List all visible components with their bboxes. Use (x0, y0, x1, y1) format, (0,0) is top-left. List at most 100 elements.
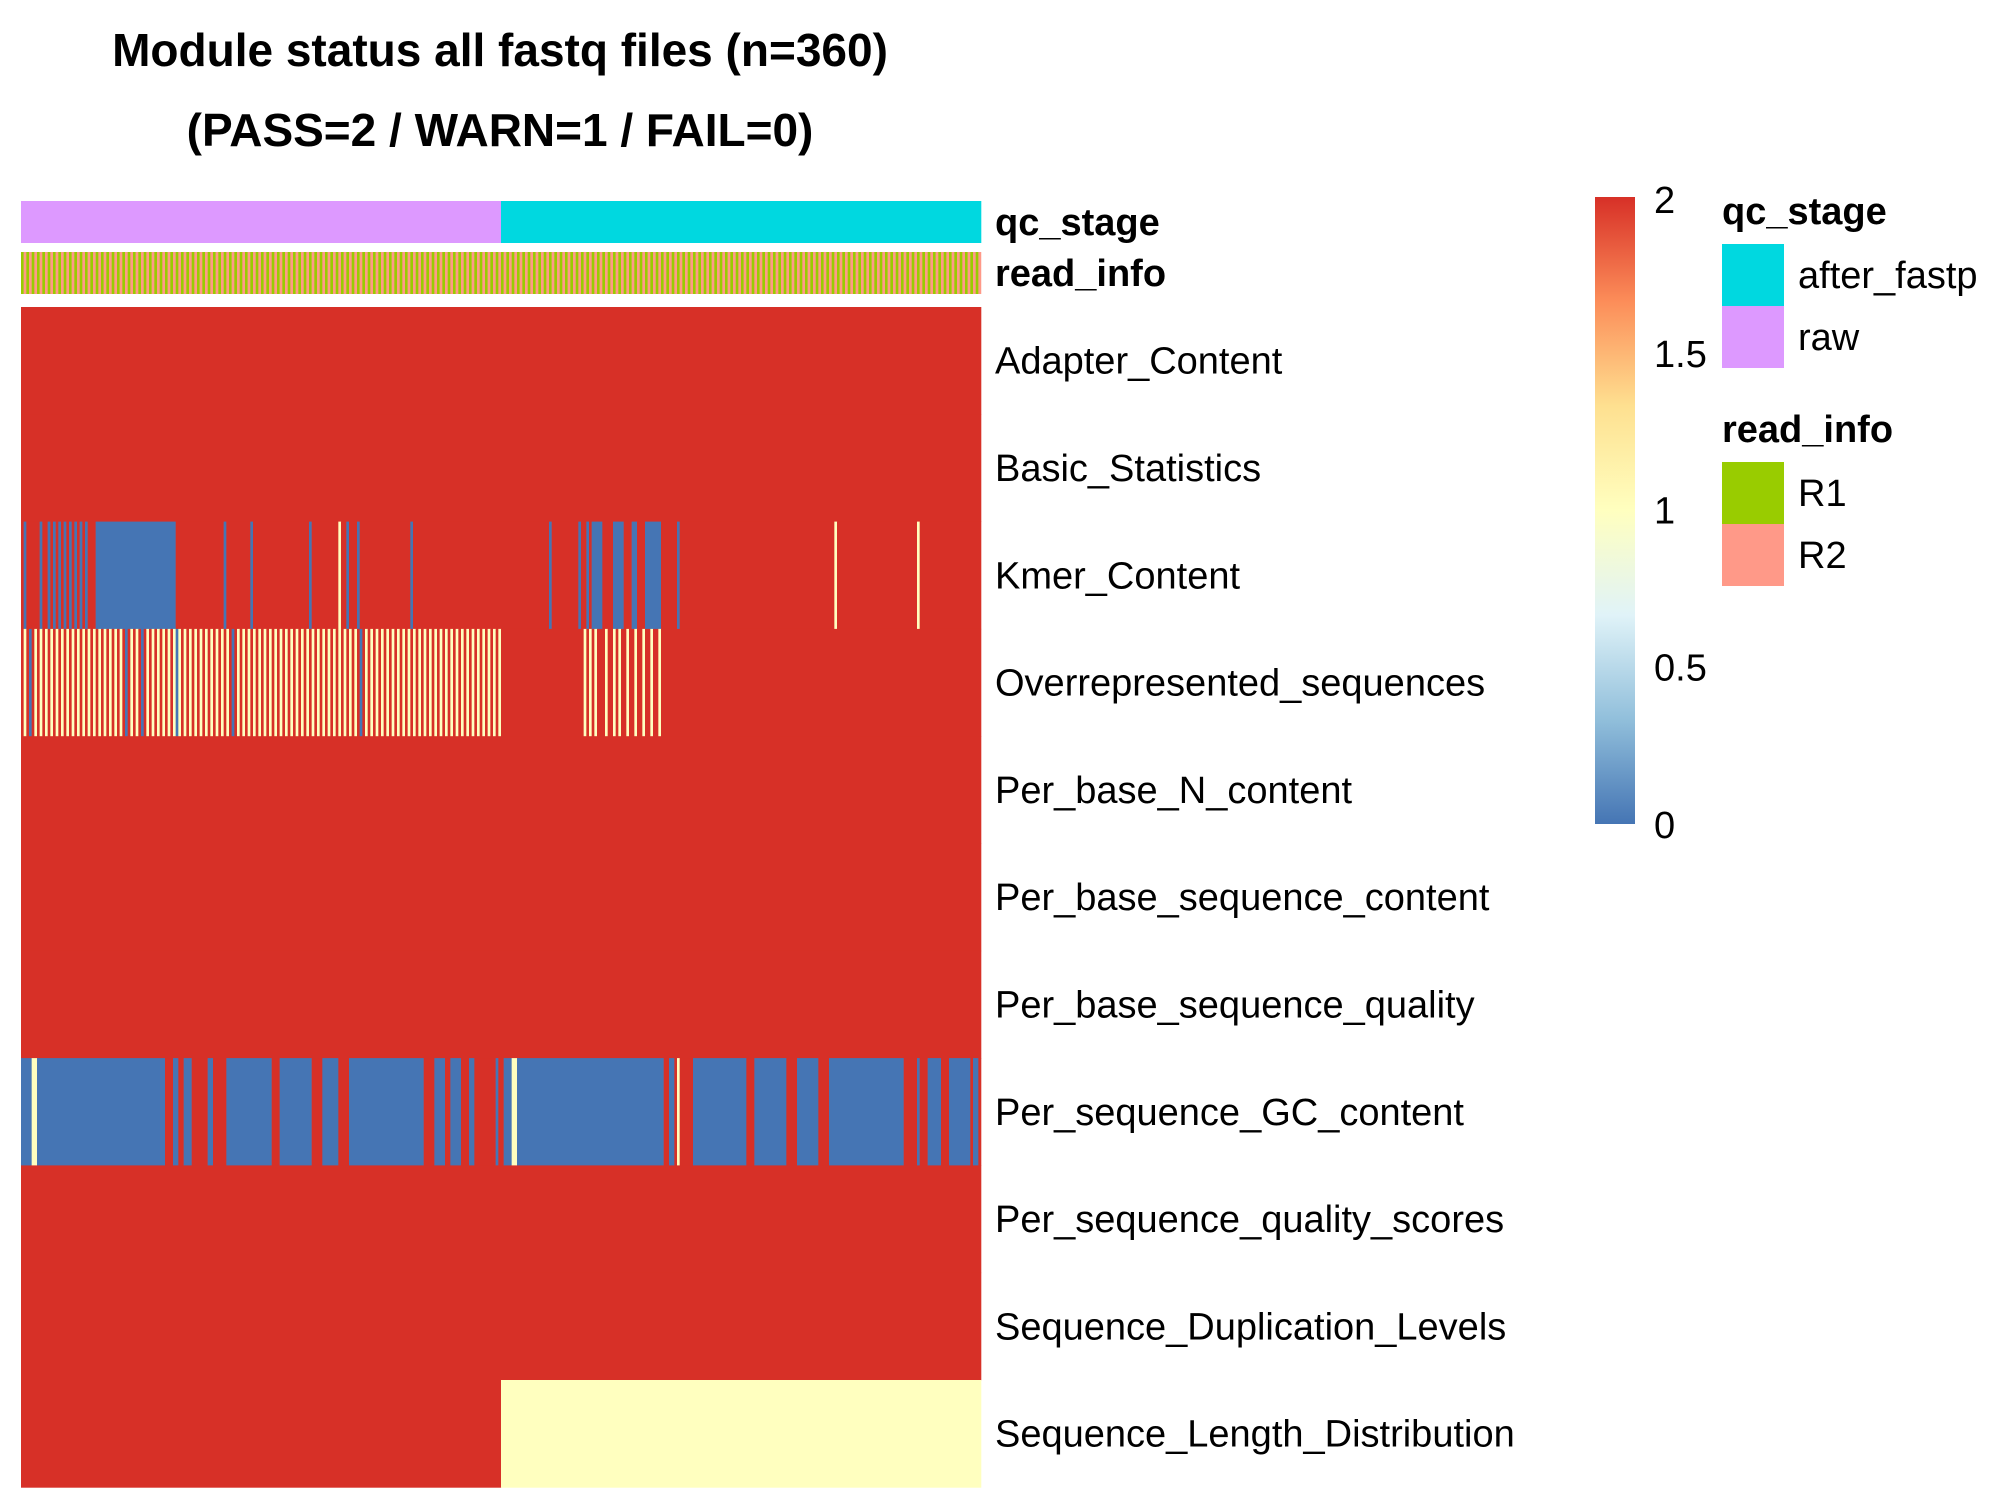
annotation-cell (173, 252, 176, 294)
annotation-cell (253, 252, 256, 294)
heatmap-cell (677, 521, 680, 630)
heatmap-cell (629, 628, 635, 737)
annotation-cell (746, 252, 750, 294)
annotation-cell (877, 252, 880, 294)
annotation-cell (247, 252, 251, 294)
annotation-cell (309, 252, 312, 294)
heatmap-cell (55, 521, 59, 630)
legend-swatch-R2 (1722, 524, 1784, 586)
heatmap-cell (183, 1058, 192, 1166)
annotation-cell (599, 252, 603, 294)
annotation-cell (306, 252, 310, 294)
annotation-cell (882, 252, 886, 294)
heatmap-cell (53, 521, 56, 630)
heatmap-cell (658, 628, 662, 737)
annotation-cell (381, 252, 384, 294)
heatmap-cell (245, 628, 248, 737)
heatmap-cell (253, 521, 310, 630)
heatmap-cell (21, 414, 982, 522)
heatmap-cell (341, 628, 344, 737)
annotation-cell (343, 252, 347, 294)
annotation-cell (970, 252, 974, 294)
annotation-cell (519, 252, 523, 294)
annotation-cell (770, 252, 774, 294)
annotation-cell (789, 252, 792, 294)
heatmap-cell (834, 521, 838, 630)
heatmap-cell (354, 628, 358, 737)
annotation-cell (229, 252, 232, 294)
annotation-cell (85, 252, 88, 294)
heatmap-cell (149, 628, 152, 737)
annotation-cell (106, 252, 110, 294)
heatmap-cell (165, 1058, 174, 1166)
annotation-cell (386, 252, 390, 294)
heatmap-cell (602, 521, 614, 630)
annotation-cell (722, 252, 726, 294)
annotation-cell (917, 252, 920, 294)
annotation-cell (719, 252, 723, 294)
heatmap-cell (279, 1058, 312, 1166)
heatmap-cell (197, 628, 200, 737)
annotation-cell (423, 252, 427, 294)
row-label-Overrepresented_sequences: Overrepresented_sequences (995, 663, 1485, 705)
annotation-cell (31, 252, 35, 294)
heatmap-cell (82, 521, 86, 630)
annotation-cell (871, 252, 875, 294)
heatmap-row-Per_base_sequence_content (21, 843, 982, 952)
heatmap-row-Per_sequence_GC_content (21, 1058, 982, 1166)
row-labels: qc_stage read_info Adapter_Content Basic_St… (995, 202, 1515, 1456)
heatmap-cell (549, 521, 552, 630)
annotation-cell (501, 252, 504, 294)
annotation-cell (210, 252, 214, 294)
annotation-cell (293, 252, 296, 294)
heatmap-cell (330, 628, 334, 737)
annotation-cell (37, 252, 40, 294)
annotation-cell (367, 252, 371, 294)
annotation-cell (658, 252, 662, 294)
annotation-cell (437, 252, 440, 294)
annotation-cell (733, 252, 736, 294)
heatmap-cell (98, 628, 102, 737)
heatmap-cell (650, 628, 654, 737)
heatmap-cell (250, 521, 254, 630)
heatmap-cell (623, 521, 632, 630)
annotation-cell (674, 252, 678, 294)
heatmap-cell (434, 1058, 446, 1166)
annotation-cell (285, 252, 288, 294)
heatmap-cell (941, 1058, 950, 1166)
annotation-cell (269, 252, 272, 294)
annotation-cell (365, 252, 368, 294)
heatmap-cell (349, 521, 358, 630)
annotation-cell (898, 252, 902, 294)
heatmap-cell (365, 628, 368, 737)
annotation-cell (935, 252, 939, 294)
heatmap-cell (191, 1058, 208, 1166)
annotation-cell (378, 252, 382, 294)
annotation-cell (570, 252, 574, 294)
heatmap-cell (919, 521, 982, 630)
annotation-cell (597, 252, 600, 294)
heatmap-cell (661, 628, 982, 737)
annotation-cell (605, 252, 608, 294)
heatmap-cell (34, 628, 38, 737)
annotation-cell (850, 252, 854, 294)
heatmap-cell (133, 628, 136, 737)
annotation-cell (181, 252, 184, 294)
heatmap-cell (213, 1058, 227, 1166)
heatmap-cell (501, 1380, 982, 1488)
row-label-Sequence_Length_Distribution: Sequence_Length_Distribution (995, 1414, 1515, 1456)
annotation-cell (671, 252, 675, 294)
annotation-cell (370, 252, 374, 294)
heatmap-cell (178, 1058, 184, 1166)
annotation-cell (807, 252, 811, 294)
heatmap-cell (194, 628, 198, 737)
heatmap-cell (130, 628, 134, 737)
annotation-cell (274, 252, 278, 294)
heatmap-cell (469, 628, 472, 737)
annotation-cell (831, 252, 835, 294)
annotation-cell (482, 252, 486, 294)
heatmap-cell (207, 1058, 214, 1166)
heatmap-cell (397, 628, 400, 737)
annotation-cell (373, 252, 376, 294)
heatmap-cell (402, 628, 406, 737)
